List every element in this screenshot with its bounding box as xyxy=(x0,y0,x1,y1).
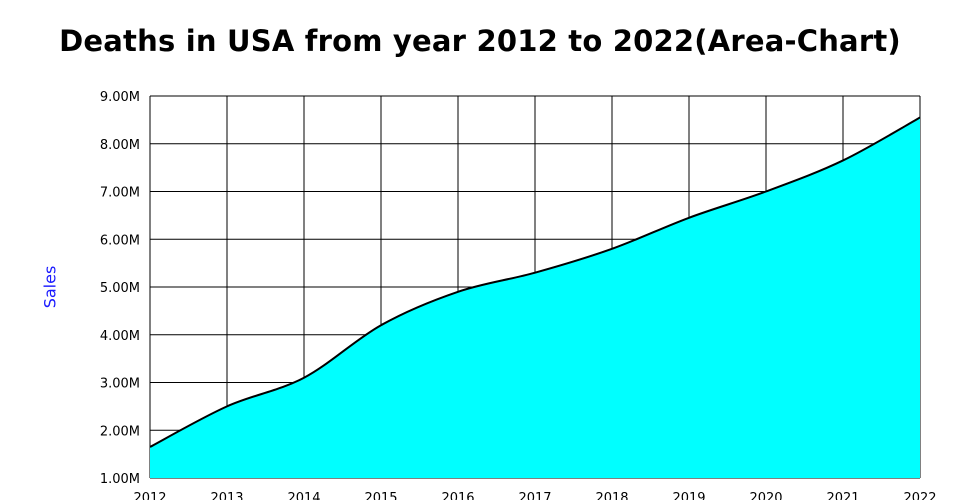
data-point xyxy=(610,247,614,251)
chart-title: Deaths in USA from year 2012 to 2022(Are… xyxy=(59,24,901,58)
x-tick-label: 2013 xyxy=(210,491,243,500)
x-tick-label: 2019 xyxy=(672,491,705,500)
x-tick-label: 2012 xyxy=(133,491,166,500)
data-point xyxy=(456,290,460,294)
x-tick-label: 2020 xyxy=(749,491,782,500)
y-tick-label: 7.00M xyxy=(100,186,140,201)
data-point xyxy=(533,271,537,275)
x-tick-label: 2018 xyxy=(595,491,628,500)
y-tick-label: 6.00M xyxy=(100,233,140,248)
data-point xyxy=(225,404,229,408)
data-point xyxy=(687,216,691,220)
x-tick-label: 2022 xyxy=(903,491,936,500)
x-tick-labels: 2012 2013 2014 2015 2016 2017 2018 2019 2020 2021… xyxy=(133,491,936,500)
y-tick-label: 3.00M xyxy=(100,377,140,392)
y-tick-label: 9.00M xyxy=(100,90,140,105)
y-tick-label: 8.00M xyxy=(100,138,140,153)
data-point xyxy=(841,158,845,162)
series-line xyxy=(149,116,921,448)
data-point xyxy=(148,445,152,449)
data-point xyxy=(764,190,768,194)
y-tick-label: 4.00M xyxy=(100,329,140,344)
x-tick-label: 2016 xyxy=(441,491,474,500)
y-tick-label: 1.00M xyxy=(100,472,140,487)
data-point xyxy=(379,323,383,327)
x-tick-label: 2021 xyxy=(826,491,859,500)
data-point xyxy=(302,376,306,380)
y-tick-label: 5.00M xyxy=(100,281,140,296)
y-tick-label: 2.00M xyxy=(100,424,140,439)
data-point xyxy=(918,115,922,119)
y-tick-labels: 1.00M 2.00M 3.00M 4.00M 5.00M 6.00M 7.00M 8.00M… xyxy=(100,90,140,487)
x-tick-label: 2014 xyxy=(287,491,320,500)
x-tick-label: 2017 xyxy=(518,491,551,500)
area-fill xyxy=(150,117,920,479)
x-tick-label: 2015 xyxy=(364,491,397,500)
